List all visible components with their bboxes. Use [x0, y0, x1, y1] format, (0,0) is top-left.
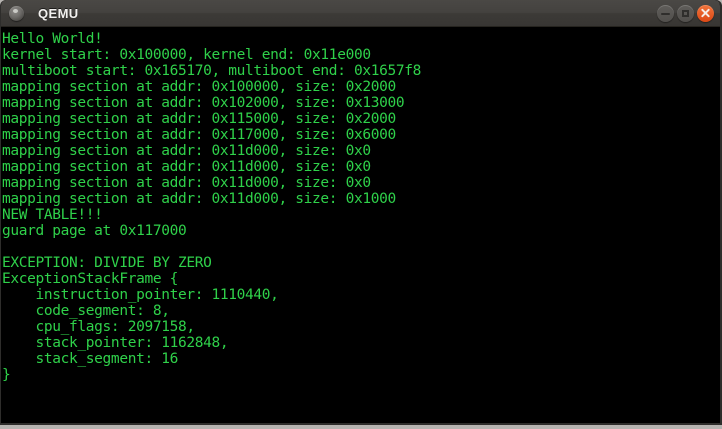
console-line: mapping section at addr: 0x100000, size:… — [2, 79, 396, 95]
console-line: mapping section at addr: 0x11d000, size:… — [2, 175, 371, 191]
minimize-button[interactable] — [657, 4, 674, 22]
window-controls — [657, 4, 714, 22]
close-button[interactable] — [697, 4, 714, 22]
console-line: cpu_flags: 2097158, — [2, 319, 196, 335]
console-line: guard page at 0x117000 — [2, 223, 187, 239]
console-line: mapping section at addr: 0x11d000, size:… — [2, 159, 371, 175]
console-line: NEW TABLE!!! — [2, 207, 103, 223]
qemu-logo-icon — [9, 5, 24, 21]
console-line: stack_pointer: 1162848, — [2, 335, 229, 351]
minimize-icon — [661, 12, 670, 15]
desktop-background — [0, 425, 722, 429]
console-line: mapping section at addr: 0x115000, size:… — [2, 111, 396, 127]
window-title: QEMU — [38, 5, 79, 21]
window-titlebar[interactable]: QEMU — [1, 0, 720, 27]
console-line: mapping section at addr: 0x117000, size:… — [2, 127, 396, 143]
console-line: } — [2, 367, 11, 383]
console-line: mapping section at addr: 0x11d000, size:… — [2, 191, 396, 207]
console-line — [2, 239, 720, 255]
console-line: EXCEPTION: DIVIDE BY ZERO — [2, 255, 212, 271]
console-line: kernel start: 0x100000, kernel end: 0x11… — [2, 47, 371, 63]
maximize-icon — [682, 9, 689, 17]
console-line: ExceptionStackFrame { — [2, 271, 178, 287]
terminal-screen[interactable]: Hello World! kernel start: 0x100000, kern… — [1, 27, 720, 423]
console-line: mapping section at addr: 0x102000, size:… — [2, 95, 405, 111]
console-line: stack_segment: 16 — [2, 351, 179, 367]
console-line: instruction_pointer: 1110440, — [2, 287, 279, 303]
console-line: mapping section at addr: 0x11d000, size:… — [2, 143, 371, 159]
console-line: Hello World! — [2, 31, 103, 47]
console-output: Hello World! kernel start: 0x100000, kern… — [2, 31, 720, 383]
console-line: code_segment: 8, — [2, 303, 170, 319]
maximize-button[interactable] — [677, 4, 694, 22]
console-line: multiboot start: 0x165170, multiboot end… — [2, 63, 421, 79]
